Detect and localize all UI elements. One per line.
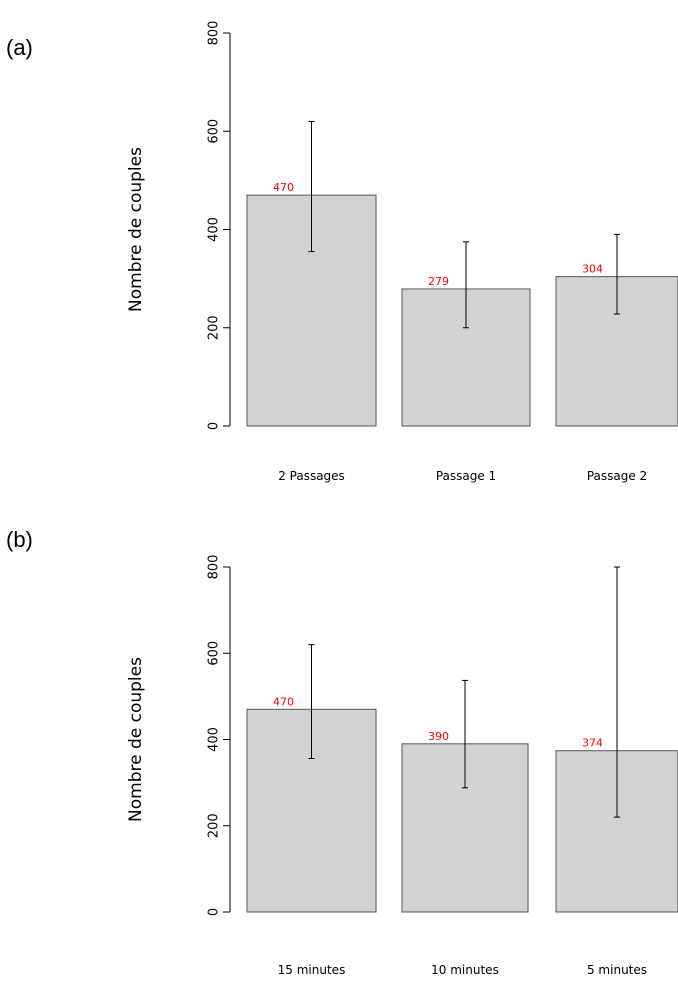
panel-label-b: (b) xyxy=(6,527,33,552)
y-tick-label: 200 xyxy=(207,315,222,340)
bar-value-label: 470 xyxy=(273,695,294,708)
panel-label-a: (a) xyxy=(6,35,33,60)
bar-value-label: 279 xyxy=(428,275,449,288)
category-label: 15 minutes xyxy=(278,963,346,977)
bar xyxy=(555,276,678,427)
y-tick-label: 0 xyxy=(207,422,222,430)
y-tick-label: 200 xyxy=(207,813,222,838)
y-tick-label: 800 xyxy=(207,555,222,580)
y-tick-label: 600 xyxy=(207,641,222,666)
category-label: 10 minutes xyxy=(431,963,499,977)
y-axis-title: Nombre de couples xyxy=(126,147,146,312)
bar-value-label: 390 xyxy=(428,730,449,743)
y-tick-label: 400 xyxy=(207,217,222,242)
category-label: 2 Passages xyxy=(278,469,345,483)
y-tick-label: 400 xyxy=(207,727,222,752)
bar-value-label: 374 xyxy=(582,737,603,750)
category-label: Passage 1 xyxy=(436,469,496,483)
y-tick-label: 600 xyxy=(207,119,222,144)
bar-value-label: 304 xyxy=(582,263,603,276)
bar-value-label: 470 xyxy=(273,181,294,194)
category-label: Passage 2 xyxy=(587,469,647,483)
category-label: 5 minutes xyxy=(587,963,647,977)
y-tick-label: 800 xyxy=(207,21,222,46)
y-tick-label: 0 xyxy=(207,908,222,916)
y-axis-title: Nombre de couples xyxy=(126,657,146,822)
